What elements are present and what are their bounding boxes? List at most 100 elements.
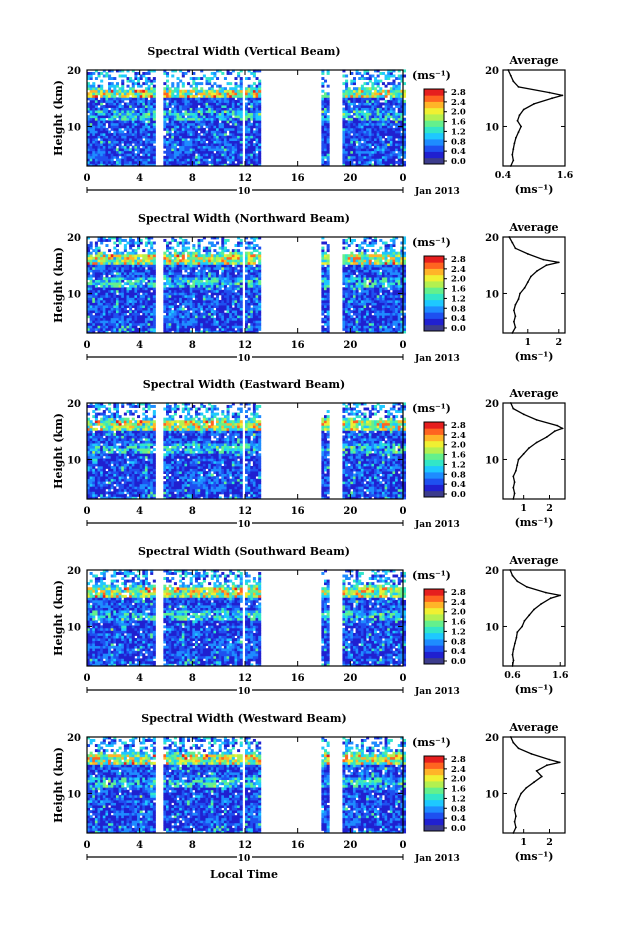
heatmap-cell	[360, 120, 364, 124]
heatmap-cell	[97, 256, 101, 260]
heatmap-cell	[216, 77, 220, 80]
heatmap-cell	[110, 145, 114, 149]
heatmap-cell	[105, 330, 109, 334]
heatmap-cell	[387, 69, 391, 73]
heatmap-cell	[363, 71, 367, 75]
heatmap-cell	[202, 92, 206, 96]
heatmap-cell	[216, 145, 220, 149]
heatmap-cell	[102, 277, 106, 281]
heatmap-cell	[102, 135, 106, 139]
heatmap-cell	[200, 312, 204, 316]
heatmap-cell	[87, 143, 91, 147]
heatmap-cell	[89, 302, 93, 306]
heatmap-cell	[94, 325, 98, 329]
heatmap-cell	[129, 277, 133, 281]
heatmap-cell	[184, 261, 188, 265]
heatmap-cell	[179, 274, 183, 278]
heatmap-cell	[234, 115, 238, 119]
heatmap-cell	[213, 112, 217, 116]
heatmap-cell	[176, 310, 180, 314]
heatmap-cell	[234, 99, 238, 103]
heatmap-cell	[376, 138, 380, 141]
heatmap-cell	[395, 99, 399, 103]
heatmap-cell	[231, 261, 235, 265]
heatmap-cell	[208, 115, 212, 119]
heatmap-cell	[250, 256, 254, 260]
heatmap-cell	[179, 105, 183, 108]
heatmap-cell	[205, 289, 209, 293]
heatmap-cell	[152, 315, 156, 319]
heatmap-cell	[234, 87, 238, 91]
heatmap-cell	[226, 315, 230, 319]
heatmap-cell	[100, 122, 104, 126]
heatmap-cell	[168, 325, 172, 329]
heatmap-cell	[366, 77, 370, 80]
heatmap-cell	[231, 155, 235, 159]
heatmap-cell	[210, 284, 214, 288]
heatmap-cell	[208, 256, 212, 260]
heatmap-cell	[255, 69, 259, 73]
heatmap-cell	[223, 292, 227, 296]
heatmap-cell	[350, 94, 354, 98]
heatmap-cell	[355, 105, 359, 108]
heatmap-cell	[121, 310, 125, 314]
heatmap-cell	[239, 266, 243, 270]
heatmap-cell	[110, 282, 114, 286]
heatmap-cell	[147, 89, 151, 93]
heatmap-cell	[187, 155, 191, 159]
heatmap-cell	[118, 289, 122, 293]
heatmap-cell	[252, 69, 256, 73]
heatmap-cell	[123, 261, 127, 265]
heatmap-cell	[173, 272, 177, 275]
heatmap-cell	[234, 251, 238, 255]
heatmap-cell	[94, 322, 98, 326]
heatmap-cell	[189, 135, 193, 139]
heatmap-cell	[118, 127, 122, 131]
heatmap-cell	[108, 310, 112, 314]
heatmap-cell	[163, 135, 167, 139]
heatmap-cell	[105, 261, 109, 265]
heatmap-cell	[197, 92, 201, 96]
heatmap-cell	[374, 79, 378, 83]
heatmap-cell	[397, 105, 401, 108]
heatmap-cell	[400, 92, 404, 96]
heatmap-cell	[205, 264, 209, 268]
heatmap-cell	[100, 238, 104, 242]
heatmap-cell	[237, 274, 241, 278]
heatmap-cell	[94, 87, 98, 91]
heatmap-cell	[176, 287, 180, 291]
heatmap-cell	[192, 99, 196, 103]
heatmap-cell	[226, 120, 230, 124]
heatmap-cell	[187, 115, 191, 119]
heatmap-cell	[150, 274, 154, 278]
heatmap-cell	[126, 110, 130, 114]
heatmap-cell	[137, 292, 141, 296]
heatmap-cell	[202, 315, 206, 319]
heatmap-cell	[147, 87, 151, 91]
heatmap-cell	[202, 254, 206, 258]
heatmap-cell	[179, 287, 183, 291]
heatmap-cell	[134, 135, 138, 139]
heatmap-cell	[139, 297, 143, 301]
heatmap-cell	[255, 312, 259, 316]
heatmap-cell	[250, 299, 254, 303]
heatmap-cell	[163, 87, 167, 91]
heatmap-cell	[376, 148, 380, 152]
heatmap-cell	[113, 160, 117, 164]
heatmap-cell	[194, 132, 198, 136]
heatmap-cell	[234, 82, 238, 86]
heatmap-cell	[176, 158, 180, 162]
heatmap-cell	[321, 130, 325, 134]
heatmap-cell	[237, 155, 241, 159]
heatmap-cell	[210, 127, 214, 131]
heatmap-cell	[387, 71, 391, 75]
heatmap-cell	[247, 102, 251, 106]
heatmap-cell	[118, 92, 122, 96]
heatmap-cell	[173, 310, 177, 314]
heatmap-cell	[150, 143, 154, 147]
heatmap-cell	[358, 148, 362, 152]
heatmap-cell	[252, 254, 256, 258]
heatmap-cell	[129, 125, 133, 129]
heatmap-cell	[231, 117, 235, 121]
heatmap-cell	[245, 236, 249, 240]
